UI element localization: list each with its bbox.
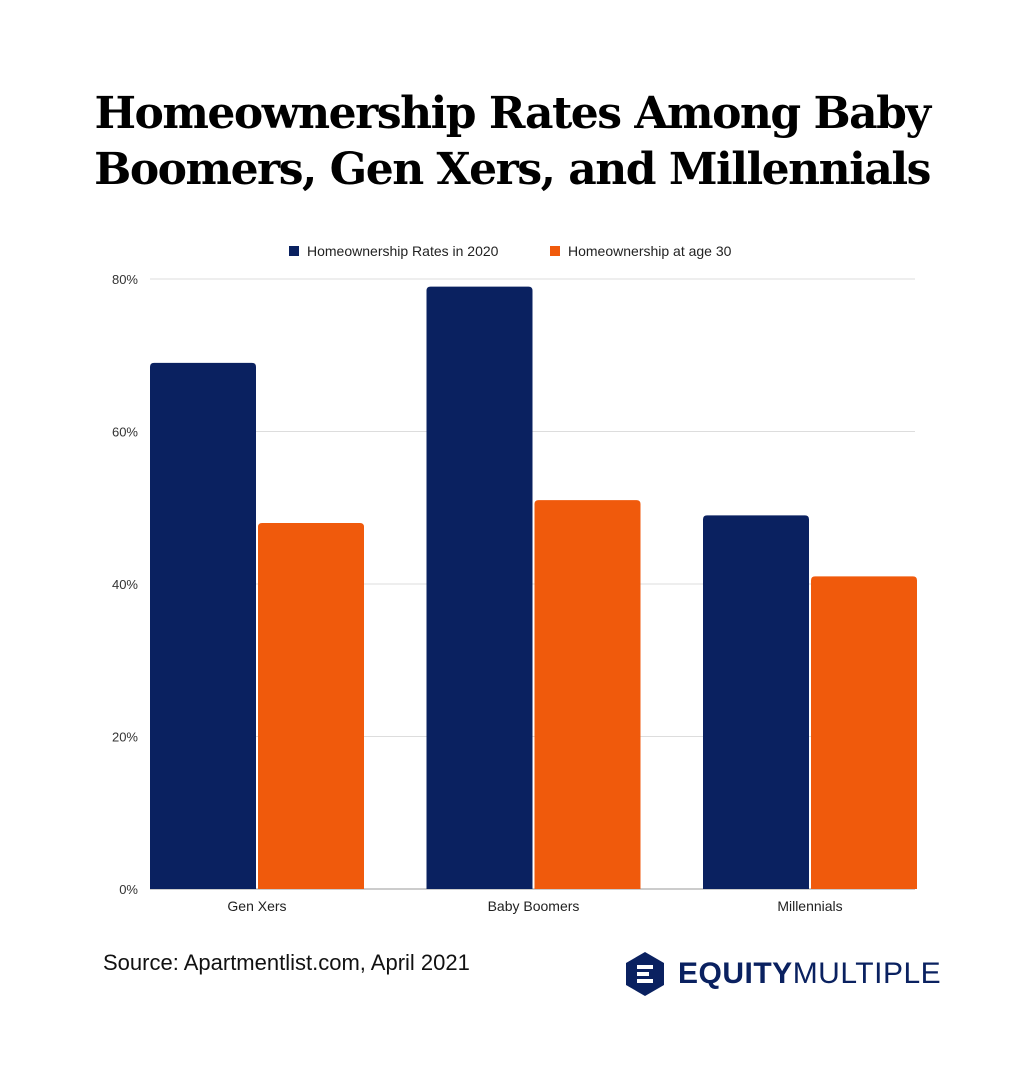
legend-swatch: [550, 246, 560, 256]
bar-homeownership-at-age-30: [258, 523, 364, 889]
bar-homeownership-rates-in-2020: [150, 362, 256, 889]
bar-homeownership-at-age-30: [534, 500, 641, 889]
bar-homeownership-rates-in-2020: [703, 515, 809, 889]
equitymultiple-logo: EQUITYMULTIPLE: [626, 952, 941, 996]
y-tick-label: 60%: [112, 425, 138, 440]
x-tick-label: Baby Boomers: [488, 898, 580, 914]
legend-swatch: [289, 246, 299, 256]
legend-label: Homeownership at age 30: [568, 243, 732, 259]
y-tick-label: 0%: [119, 882, 138, 897]
y-tick-label: 20%: [112, 730, 138, 745]
bar-homeownership-at-age-30: [811, 576, 917, 889]
logo-text-bold: EQUITY: [678, 957, 793, 990]
source-note: Source: Apartmentlist.com, April 2021: [103, 950, 470, 975]
legend-label: Homeownership Rates in 2020: [307, 243, 499, 259]
x-tick-label: Gen Xers: [227, 898, 286, 914]
chart-title: Homeownership Rates Among Baby Boomers, …: [94, 88, 931, 195]
bar-homeownership-rates-in-2020: [426, 286, 533, 889]
y-tick-label: 80%: [112, 272, 138, 287]
logo-hexagon-icon: [626, 952, 664, 996]
x-tick-label: Millennials: [777, 898, 842, 914]
logo-text-light: MULTIPLE: [792, 957, 942, 990]
y-tick-label: 40%: [112, 577, 138, 592]
bar-chart: 0% 20% 40% 60% 80% Gen Xers Baby Boomers Millen…: [112, 243, 917, 914]
